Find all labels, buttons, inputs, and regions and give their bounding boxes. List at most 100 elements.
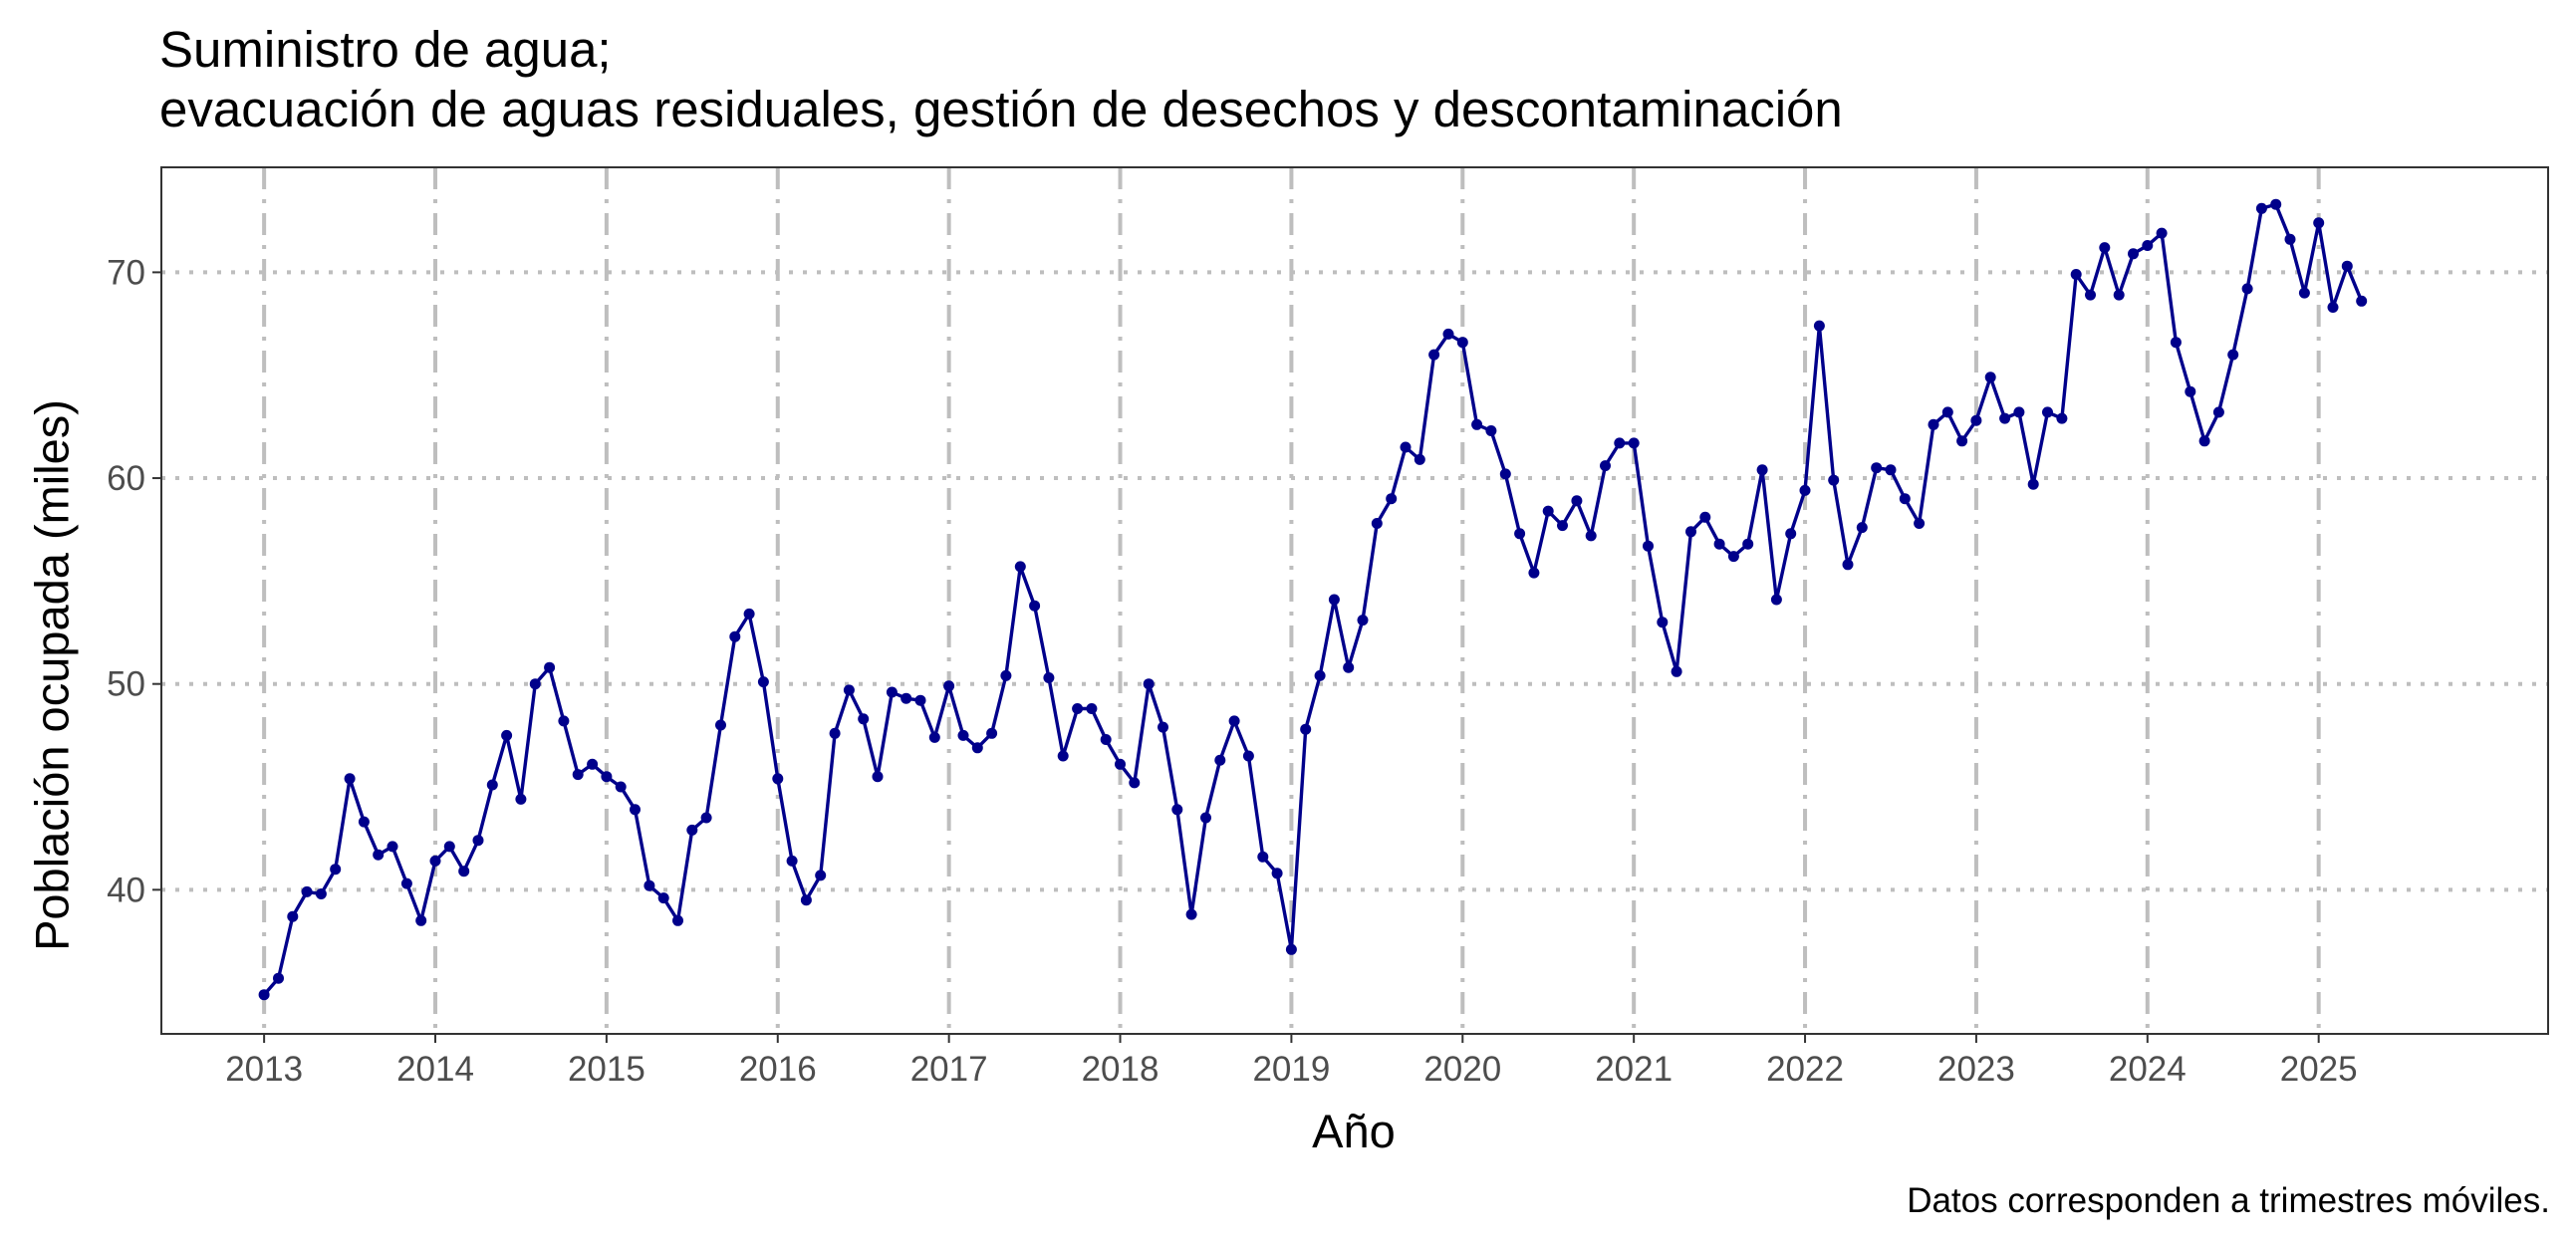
data-point [1856,522,1868,534]
data-point [2356,295,2368,307]
data-point [1285,943,1297,955]
data-point [943,680,955,692]
x-tick-label: 2023 [1937,1050,2015,1089]
data-point [1585,530,1597,542]
data-point [1770,594,1782,606]
y-tick-label: 50 [107,665,145,704]
data-point [872,771,884,783]
data-point [2198,435,2210,447]
x-tick-label: 2025 [2280,1050,2358,1089]
data-point [2270,198,2282,210]
data-point [686,824,698,836]
data-point [757,676,769,688]
data-point [572,769,584,781]
data-point [772,773,784,785]
data-point [1685,526,1696,538]
data-point [601,771,613,783]
data-point [1671,665,1682,677]
y-tick-label: 70 [107,253,145,292]
data-point [957,729,969,741]
data-point [886,686,898,698]
data-point [815,870,827,881]
data-point [630,804,641,816]
x-tick-label: 2024 [2109,1050,2187,1089]
data-point [1941,406,1953,418]
data-point [2327,302,2339,313]
data-point [1057,750,1069,762]
data-point [529,678,541,690]
data-point [2142,240,2154,251]
data-point [386,841,398,853]
data-point [2341,260,2353,272]
x-tick-label: 2021 [1595,1050,1673,1089]
data-point [1115,758,1126,770]
data-point [1813,320,1825,332]
data-point [1928,418,1939,430]
data-point [1571,495,1583,507]
chart-caption: Datos corresponden a trimestres móviles. [1907,1181,2550,1220]
data-point [1742,538,1754,550]
x-tick-label: 2022 [1766,1050,1844,1089]
chart-subtitle: evacuación de aguas residuales, gestión … [159,81,1843,137]
data-point [400,877,412,889]
data-point [1828,474,1840,486]
data-point [1799,484,1811,496]
data-point [501,729,513,741]
x-tick-label: 2014 [396,1050,474,1089]
data-point [1499,468,1511,480]
data-point [657,892,669,904]
data-point [1885,464,1897,476]
data-point [800,894,812,906]
data-point [1086,703,1098,714]
data-point [373,849,385,861]
data-point [1214,754,1226,766]
data-point [1271,868,1283,879]
data-point [1129,777,1141,789]
data-point [700,812,712,824]
series-line [262,202,2364,996]
data-point [1756,464,1768,476]
data-point [1514,528,1526,540]
data-point [1100,734,1112,745]
data-point [2099,242,2111,254]
data-point [672,914,683,926]
data-point [1970,414,1982,426]
data-point [2212,406,2224,418]
data-point [729,630,741,642]
data-point [1899,493,1911,505]
data-point [515,793,527,805]
data-point [287,910,299,922]
data-point [1043,672,1055,683]
grid-layer [161,167,2548,1034]
data-point [458,866,470,877]
data-point [2298,287,2310,299]
data-point [2241,283,2253,295]
x-tick-label: 2018 [1082,1050,1159,1089]
x-tick-label: 2019 [1252,1050,1330,1089]
x-tick-label: 2017 [910,1050,988,1089]
data-point [1300,723,1312,735]
data-point [986,727,998,739]
data-point [1072,703,1084,714]
data-point [2227,349,2239,361]
data-point [1400,441,1412,453]
points-layer [258,198,2368,1001]
data-point [1386,493,1398,505]
data-point [273,972,284,984]
data-point [358,816,370,828]
chart-title: Suministro de agua; [159,21,612,78]
data-point [587,758,599,770]
data-point [443,841,455,853]
data-point [1428,349,1440,361]
data-point [1328,594,1340,606]
data-point [344,773,356,785]
data-point [1956,435,1968,447]
data-point [843,684,855,696]
y-axis-label: Población ocupada (miles) [25,399,79,951]
data-point [2284,233,2296,245]
data-point [1014,561,1026,573]
data-point [1314,669,1326,681]
data-point [1727,551,1739,563]
data-point [928,731,940,743]
